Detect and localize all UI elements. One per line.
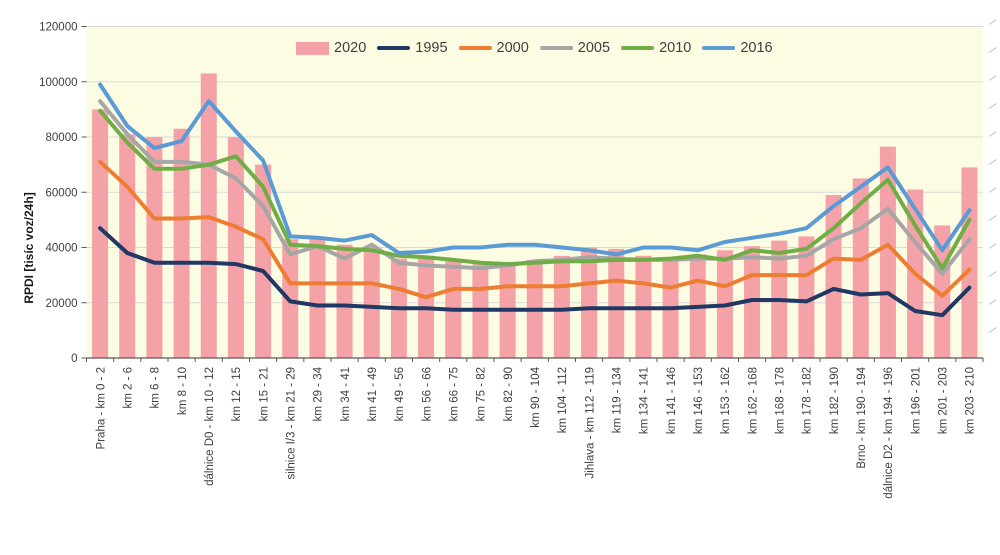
legend-line-swatch-2016 — [702, 46, 736, 50]
x-tick-label: silnice I/3 - km 21 - 29 — [285, 367, 297, 479]
line-series-2000 — [98, 159, 972, 300]
legend-label: 2016 — [740, 39, 773, 56]
bar-2020 — [227, 137, 244, 358]
x-tick-label: km 178 - 182 — [802, 367, 814, 434]
bar-2020 — [581, 247, 598, 358]
page-edge-dash — [988, 74, 997, 82]
legend-item-2000: 2000 — [458, 39, 529, 56]
x-tick-label: Jihlava - km 112 - 119 — [584, 367, 596, 478]
legend-item-2016: 2016 — [702, 39, 773, 56]
bar-2020 — [553, 255, 570, 358]
x-tick-label: km 141 - 146 — [666, 367, 678, 434]
x-tick-label: km 119 - 134 — [611, 366, 623, 433]
bar-2020 — [798, 236, 815, 358]
x-tick-label: km 162 - 168 — [747, 367, 759, 434]
bar-2020 — [961, 167, 978, 358]
page-edge-dash — [988, 270, 997, 278]
bar-2020 — [173, 128, 190, 358]
x-tick-label: km 203 - 210 — [965, 367, 977, 434]
line-series-1995 — [98, 226, 972, 318]
x-tick-label: km 168 - 178 — [774, 367, 786, 434]
x-tick-label: km 29 - 34 — [313, 366, 325, 421]
bar-2020 — [146, 137, 163, 358]
legend-label: 2010 — [659, 39, 692, 56]
bar-2020 — [608, 248, 625, 358]
x-tick-label: km 153 - 162 — [720, 367, 732, 434]
x-tick-label: km 34 - 41 — [340, 367, 352, 421]
bar-2020 — [879, 146, 896, 358]
legend-label: 2000 — [496, 39, 529, 56]
x-tick-label: km 196 - 201 — [910, 367, 922, 434]
page-edge-dash — [988, 186, 997, 194]
x-tick-label: km 90 - 104 — [530, 366, 542, 427]
page-edge-dash — [988, 102, 997, 110]
legend-line-swatch-2010 — [621, 46, 655, 50]
y-tick-label: 0 — [71, 353, 77, 365]
legend-item-2005: 2005 — [539, 39, 611, 56]
x-tick-label: Praha - km 0 - 2 — [95, 367, 107, 449]
legend-bar-swatch-2020 — [296, 41, 329, 55]
y-tick-label: 40000 — [46, 243, 78, 255]
x-tick-label: km 41 - 49 — [367, 367, 379, 421]
bar-2020 — [92, 109, 109, 358]
x-tick-label: km 201 - 203 — [937, 367, 949, 434]
bar-2020 — [255, 164, 272, 358]
x-tick-label: dálnice D0 - km 10 - 12 — [204, 367, 216, 486]
bar-2020 — [336, 244, 353, 358]
page-edge-dash — [988, 298, 997, 306]
x-tick-label: km 56 - 66 — [421, 367, 433, 421]
x-tick-label: km 2 - 6 — [122, 367, 134, 409]
page-edge-dash — [988, 130, 997, 138]
legend-label: 1995 — [415, 39, 448, 56]
x-tick-label: km 146 - 153 — [693, 367, 705, 434]
legend-item-2020: 2020 — [296, 41, 366, 56]
x-tick-label: km 82 - 90 — [503, 367, 515, 421]
bar-2020 — [363, 247, 380, 358]
page-edge-dash — [988, 214, 997, 222]
x-tick-label: km 15 - 21 — [258, 367, 270, 421]
y-tick-label: 20000 — [46, 298, 78, 310]
x-tick-label: Brno - km 190 - 194 — [856, 366, 868, 468]
legend-line-swatch-2005 — [539, 46, 573, 50]
x-tick-label: km 182 - 190 — [829, 367, 841, 434]
x-tick-label: km 75 - 82 — [476, 367, 488, 421]
x-tick-label: km 6 - 8 — [150, 367, 162, 409]
x-tick-label: km 104 - 112 — [557, 367, 569, 433]
legend-line-swatch-2000 — [458, 46, 492, 50]
legend-label: 2005 — [577, 39, 611, 56]
page-edge-dash — [988, 46, 997, 54]
page-edge-dash — [988, 18, 997, 26]
bar-2020 — [825, 195, 842, 358]
page-edge-dash — [988, 158, 997, 166]
y-axis-title: RPDI [tisíc voz/24h] — [22, 192, 36, 303]
line-series-2010 — [98, 108, 972, 271]
y-tick-label: 80000 — [46, 132, 78, 144]
legend-item-2010: 2010 — [621, 41, 691, 56]
legend-item-1995: 1995 — [377, 39, 448, 56]
y-tick-label: 100000 — [39, 77, 77, 89]
page-edge-dash — [988, 326, 997, 334]
y-tick-label: 120000 — [39, 22, 77, 34]
x-tick-label: km 12 - 15 — [231, 367, 243, 421]
chart-legend: 2020 1995 2000 2005 2010 2016 — [296, 38, 773, 58]
bar-2020 — [309, 236, 326, 358]
legend-line-swatch-1995 — [377, 46, 411, 50]
x-tick-label: dálnice D2 - km 194 - 196 — [883, 367, 895, 499]
x-tick-label: km 66 - 75 — [448, 367, 460, 421]
x-tick-label: km 8 - 10 — [177, 367, 189, 415]
legend-label: 2020 — [334, 39, 367, 56]
y-tick-label: 60000 — [46, 187, 78, 199]
x-tick-label: km 134 - 141 — [639, 367, 651, 434]
line-series-2016 — [98, 82, 972, 257]
page-edge-dash — [988, 242, 997, 250]
x-tick-label: km 49 - 56 — [394, 367, 406, 421]
